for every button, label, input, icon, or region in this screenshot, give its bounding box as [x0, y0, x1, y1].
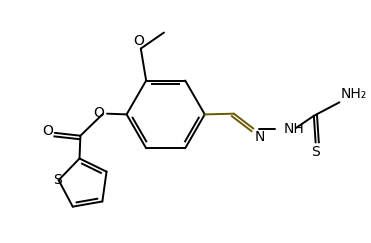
Text: NH: NH — [283, 122, 304, 136]
Text: NH₂: NH₂ — [341, 87, 367, 101]
Text: N: N — [255, 130, 265, 144]
Text: O: O — [134, 34, 144, 48]
Text: S: S — [53, 174, 62, 187]
Text: S: S — [311, 145, 320, 159]
Text: O: O — [42, 124, 53, 139]
Text: O: O — [93, 106, 104, 120]
